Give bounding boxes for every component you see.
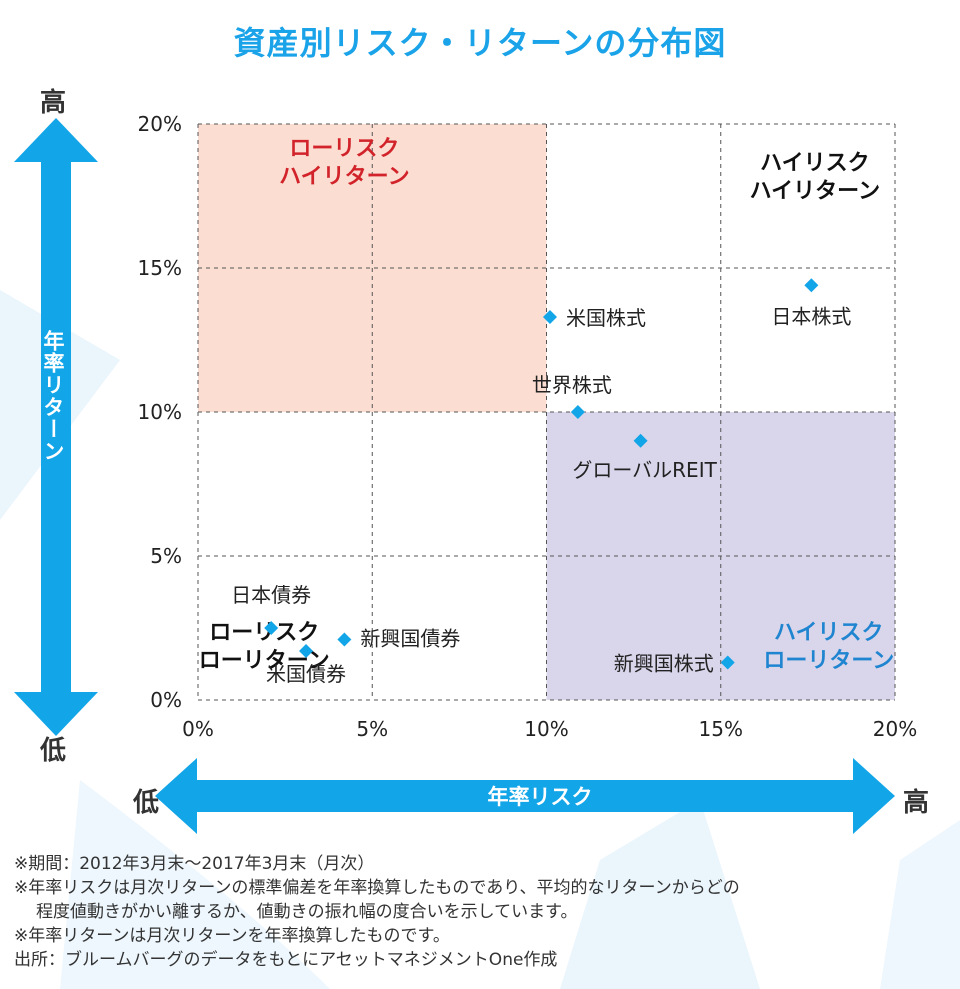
- x-tick-label: 20%: [873, 717, 917, 741]
- y-axis-high-label: 高: [40, 88, 67, 118]
- x-axis-low-label: 低: [133, 788, 160, 818]
- footnotes: ※期間：2012年3月末～2017年3月末（月次） ※年率リスクは月次リターンの…: [14, 852, 944, 972]
- data-point-6: [804, 278, 819, 293]
- y-tick-label: 15%: [138, 256, 182, 280]
- data-point-5: [633, 433, 648, 448]
- data-point-label-4: 世界株式: [532, 373, 612, 397]
- data-point-label-5: グローバルREIT: [572, 458, 717, 482]
- chart-title: 資産別リスク・リターンの分布図: [233, 24, 727, 62]
- region-label-2-line-0: ローリスク: [209, 621, 319, 646]
- y-axis-low-label: 低: [40, 736, 67, 766]
- region-label-3-line-1: ローリターン: [763, 649, 894, 674]
- region-label-3-line-0: ハイリスク: [774, 621, 884, 646]
- y-tick-label: 0%: [150, 688, 182, 712]
- x-axis-high-label: 高: [903, 788, 930, 818]
- y-tick-label: 10%: [138, 400, 182, 424]
- note-return: ※年率リターンは月次リターンを年率換算したものです。: [14, 926, 450, 946]
- data-point-label-7: 新興国株式: [614, 652, 714, 676]
- region-label-0-line-1: ハイリターン: [279, 165, 409, 190]
- x-tick-label: 5%: [356, 717, 388, 741]
- scatter-chart: 0% 5% 10% 15% 20%0%5%10%15%20%ローリスクハイリターンハイリ…: [138, 112, 918, 741]
- data-point-label-2: 米国債券: [266, 662, 346, 686]
- data-point-0: [264, 621, 279, 635]
- y-axis-title: 年率リターン: [41, 330, 65, 462]
- x-tick-label: 0%: [182, 717, 214, 741]
- y-tick-label: 20%: [138, 112, 182, 136]
- data-point-label-1: 新興国債券: [360, 627, 460, 651]
- x-tick-label: 10%: [524, 717, 568, 741]
- data-point-2: [299, 644, 314, 659]
- data-point-label-0: 日本債券: [231, 583, 311, 607]
- data-point-7: [720, 655, 735, 670]
- data-point-label-6: 日本株式: [771, 304, 851, 328]
- data-point-1: [337, 632, 352, 647]
- data-point-3: [542, 309, 557, 324]
- data-point-4: [570, 405, 585, 419]
- note-source: 出所：ブルームバーグのデータをもとにアセットマネジメントOne作成: [14, 950, 558, 970]
- x-axis-title: 年率リスク: [487, 785, 593, 809]
- y-axis-arrow: [14, 118, 98, 736]
- region-label-0-line-0: ローリスク: [289, 137, 399, 162]
- note-risk-cont: 程度値動きがかい離するか、値動きの振れ幅の度合いを示しています。: [36, 902, 578, 922]
- region-label-1-line-1: ハイリターン: [750, 179, 880, 204]
- note-risk: ※年率リスクは月次リターンの標準偏差を年率換算したものであり、平均的なリターンか…: [14, 878, 740, 898]
- x-axis-arrow: [155, 758, 895, 834]
- note-period: ※期間：2012年3月末～2017年3月末（月次）: [14, 854, 375, 874]
- y-tick-label: 5%: [150, 544, 182, 568]
- data-point-label-3: 米国株式: [566, 306, 646, 330]
- region-label-1-line-0: ハイリスク: [760, 151, 870, 176]
- x-tick-label: 15%: [699, 717, 743, 741]
